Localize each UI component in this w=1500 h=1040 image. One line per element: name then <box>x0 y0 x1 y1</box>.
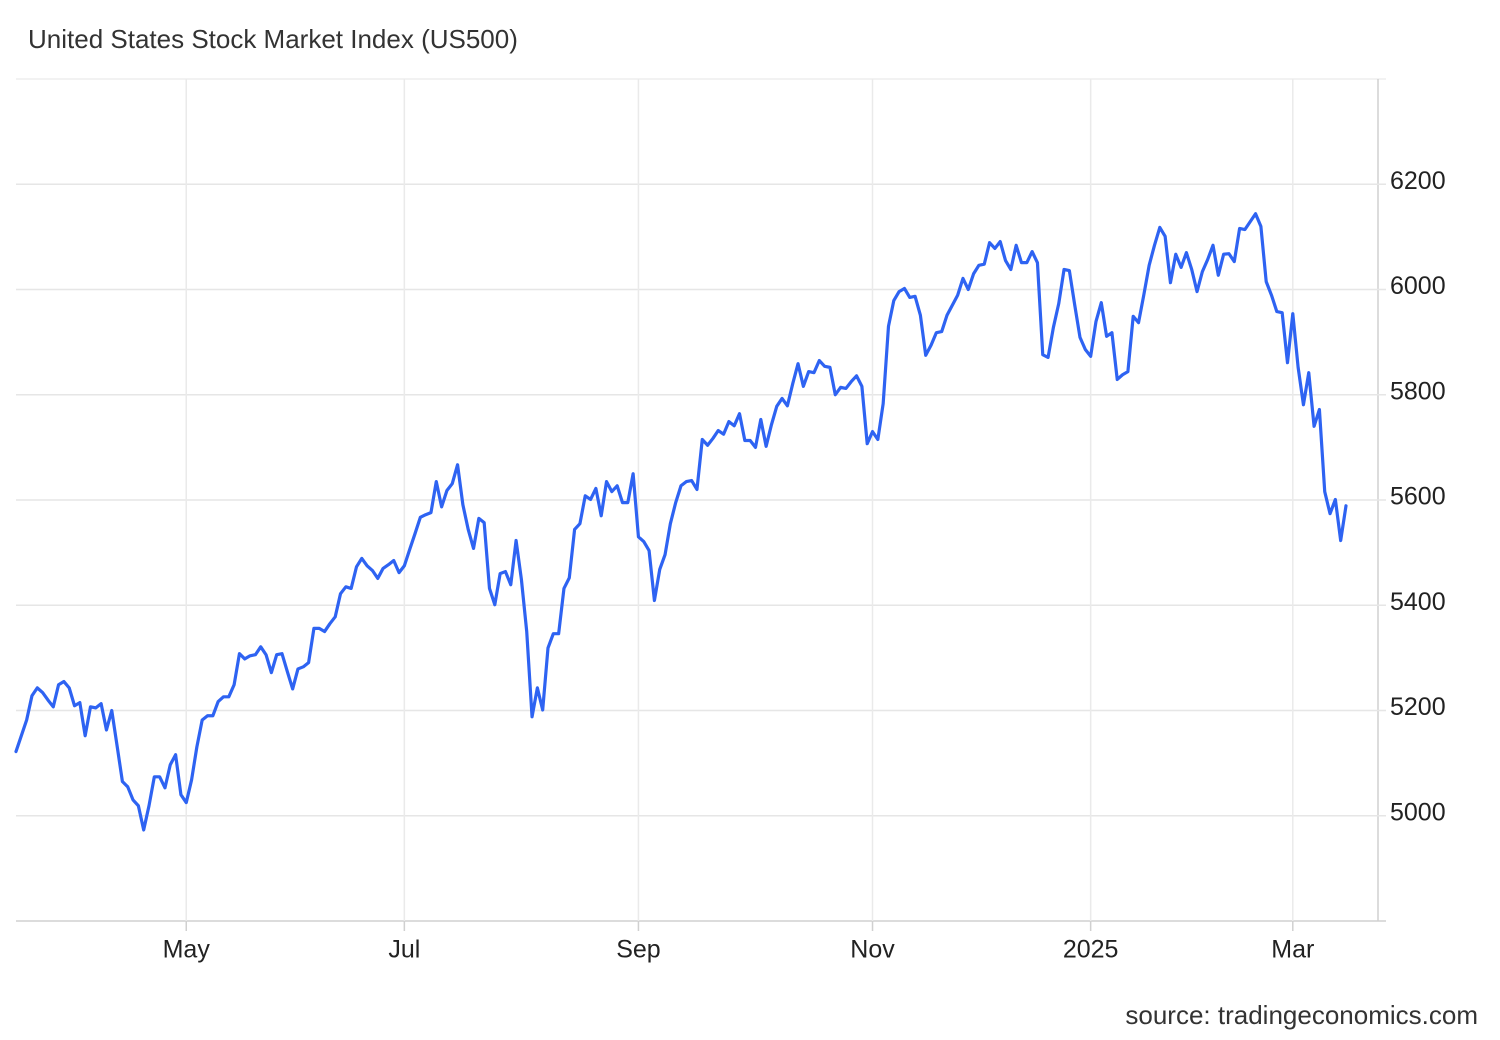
x-tick-label: Mar <box>1271 936 1314 964</box>
y-tick-label: 6200 <box>1390 167 1446 195</box>
source-note: source: tradingeconomics.com <box>1125 1000 1478 1030</box>
x-tick-label: May <box>163 936 211 964</box>
x-tick-label: 2025 <box>1063 936 1119 964</box>
y-tick-label: 5200 <box>1390 693 1446 721</box>
y-tick-label: 5600 <box>1390 483 1446 511</box>
y-tick-label: 6000 <box>1390 272 1446 300</box>
chart-title: United States Stock Market Index (US500) <box>28 24 518 54</box>
y-tick-label: 5400 <box>1390 588 1446 616</box>
x-tick-label: Jul <box>388 936 420 964</box>
y-tick-label: 5000 <box>1390 798 1446 826</box>
x-tick-label: Nov <box>850 936 895 964</box>
series-line <box>14 212 1348 832</box>
y-tick-label: 5800 <box>1390 377 1446 405</box>
x-tick-label: Sep <box>616 936 660 964</box>
